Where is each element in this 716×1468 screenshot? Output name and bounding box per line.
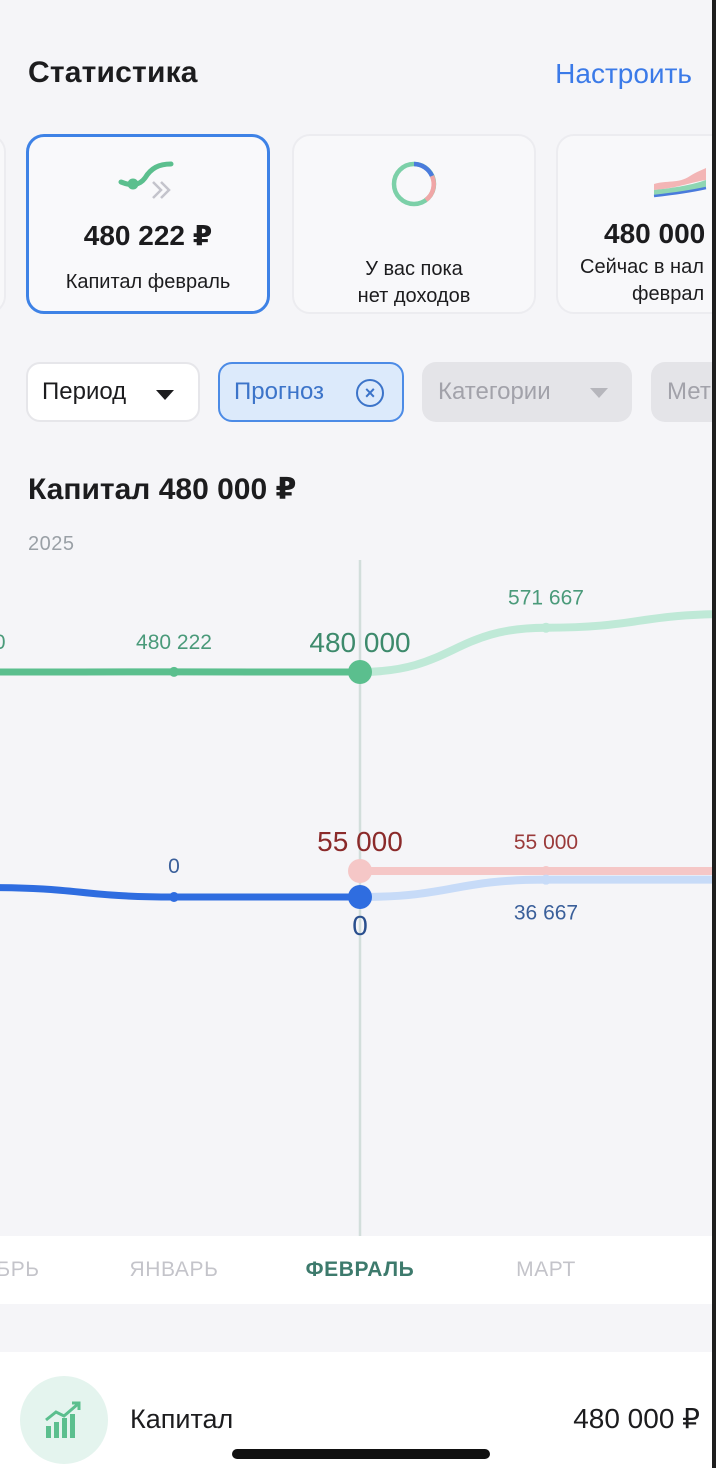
month-tick-label[interactable]: МАРТ bbox=[516, 1258, 576, 1281]
income-data-label: 55 000 bbox=[514, 831, 578, 854]
chart-year: 2025 bbox=[28, 533, 75, 555]
summary-cards[interactable]: 480 222 ₽ Капитал февраль У вас пока нет… bbox=[0, 134, 716, 320]
capital-forecast-line bbox=[356, 610, 716, 676]
card-cash-value: 480 000 bbox=[604, 218, 706, 249]
expense-selected-point[interactable] bbox=[348, 885, 372, 909]
capital-value: 480 000 ₽ bbox=[573, 1403, 700, 1434]
capital-point[interactable] bbox=[541, 622, 551, 633]
filter-chips: Период Прогноз × Категории Мет bbox=[0, 362, 716, 424]
expense-data-label: 0 bbox=[352, 910, 368, 941]
forecast-chip[interactable]: Прогноз × bbox=[218, 362, 404, 422]
expense-point[interactable] bbox=[169, 892, 179, 902]
expense-forecast-line bbox=[356, 875, 716, 901]
configure-button[interactable]: Настроить bbox=[555, 58, 692, 89]
capital-data-label: 571 667 bbox=[508, 587, 584, 610]
bar-chart-up-icon bbox=[20, 1376, 108, 1464]
period-label: Период bbox=[42, 378, 127, 405]
categories-label: Категории bbox=[438, 378, 551, 405]
close-icon[interactable]: × bbox=[356, 379, 384, 407]
capital-data-label: 480 000 bbox=[309, 627, 410, 658]
card-income-line1: У вас пока bbox=[365, 258, 463, 280]
expense-data-label: 36 667 bbox=[514, 902, 578, 925]
capital-trend-icon bbox=[29, 151, 267, 211]
donut-ring-icon bbox=[294, 154, 534, 214]
capital-list-item[interactable]: Капитал 480 000 ₽ bbox=[0, 1352, 716, 1468]
header: Статистика Настроить bbox=[0, 0, 716, 120]
page-title: Статистика bbox=[28, 56, 198, 89]
metrics-label: Мет bbox=[667, 378, 711, 405]
capital-point[interactable] bbox=[169, 666, 179, 677]
period-dropdown[interactable]: Период bbox=[26, 362, 200, 422]
card-cash[interactable]: 480 000 Сейчас в нал феврал bbox=[556, 134, 716, 314]
income-point[interactable] bbox=[541, 866, 551, 876]
month-tick-label[interactable]: ЯНВАРЬ bbox=[129, 1258, 219, 1281]
card-capital-value: 480 222 ₽ bbox=[83, 220, 213, 251]
chart-title: Капитал 480 000 ₽ bbox=[28, 473, 297, 506]
card-income-text: У вас пока нет доходов bbox=[294, 256, 534, 310]
capital-data-label: 000 bbox=[0, 631, 6, 654]
metrics-dropdown[interactable]: Мет bbox=[651, 362, 716, 422]
stacked-area-icon bbox=[558, 150, 716, 210]
card-income-line2: нет доходов bbox=[357, 285, 471, 307]
screen-edge bbox=[712, 0, 716, 1468]
month-tick-label[interactable]: ФЕВРАЛЬ bbox=[305, 1258, 415, 1281]
month-axis[interactable]: БРЬЯНВАРЬФЕВРАЛЬМАРТАП bbox=[0, 1236, 716, 1304]
card-income[interactable]: У вас пока нет доходов bbox=[292, 134, 536, 314]
income-data-label: 55 000 bbox=[317, 826, 403, 857]
expense-point[interactable] bbox=[541, 874, 551, 885]
forecast-label: Прогноз bbox=[234, 378, 325, 405]
card-capital[interactable]: 480 222 ₽ Капитал февраль bbox=[26, 134, 270, 314]
card-cash-line1: Сейчас в нал bbox=[580, 256, 704, 278]
chevron-down-icon bbox=[156, 390, 174, 400]
home-indicator[interactable] bbox=[232, 1449, 490, 1459]
card-capital-label: Капитал февраль bbox=[65, 271, 231, 293]
capital-data-label: 480 222 bbox=[136, 631, 212, 654]
income-selected-point[interactable] bbox=[348, 859, 372, 883]
capital-selected-point[interactable] bbox=[348, 660, 372, 684]
card-cash-line2: феврал bbox=[632, 283, 705, 305]
capital-label: Капитал bbox=[130, 1404, 234, 1434]
categories-dropdown[interactable]: Категории bbox=[422, 362, 632, 422]
expense-data-label: 0 bbox=[168, 855, 180, 878]
expense-line bbox=[0, 884, 364, 901]
month-tick-label[interactable]: БРЬ bbox=[0, 1258, 40, 1281]
chevron-down-icon bbox=[590, 388, 608, 398]
card-cash-text: Сейчас в нал феврал bbox=[558, 254, 716, 308]
